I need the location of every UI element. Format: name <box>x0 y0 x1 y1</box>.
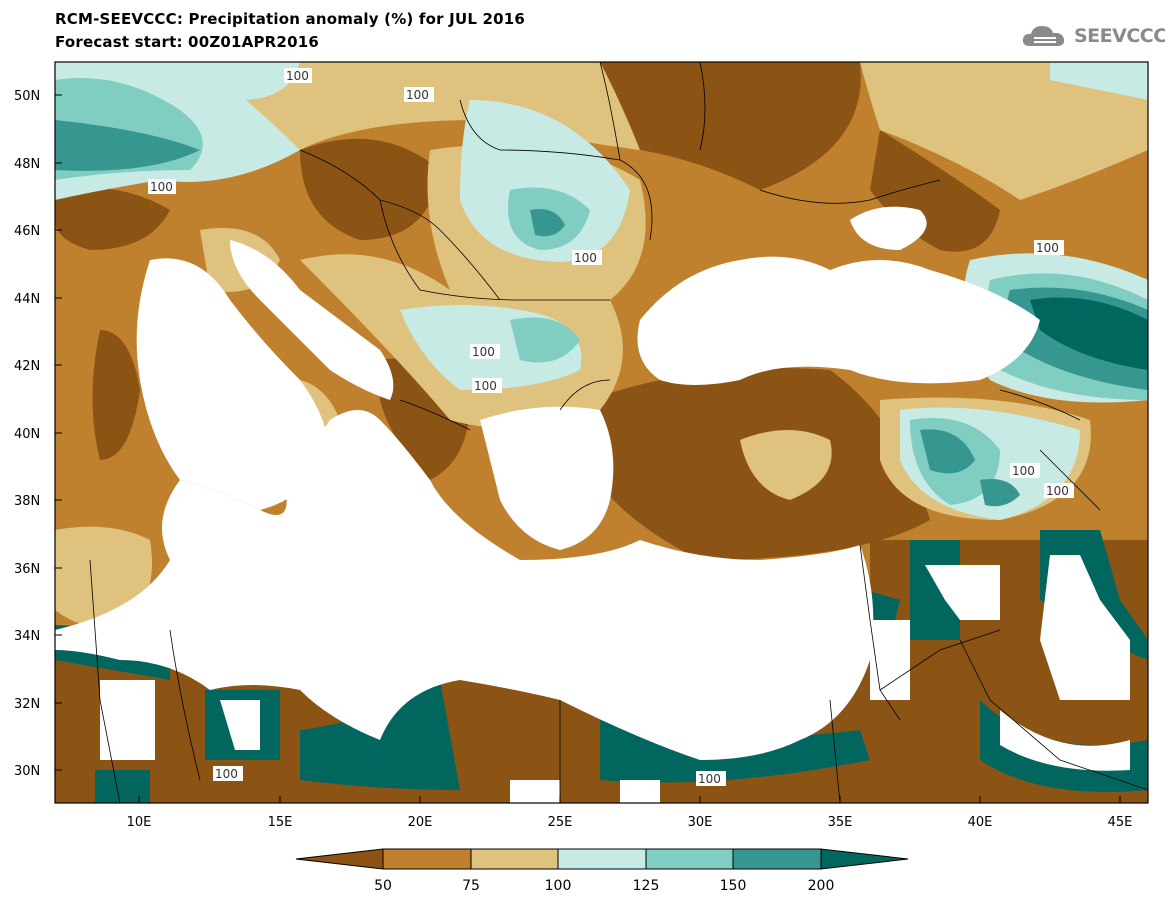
lat-tick-label: 42N <box>14 359 40 374</box>
colorbar-segment <box>382 848 472 870</box>
lon-tick-label: 45E <box>1108 815 1133 830</box>
lon-tick-label: 10E <box>127 815 152 830</box>
lon-tick-label: 20E <box>408 815 433 830</box>
forecast-start-label: Forecast start: 00Z01APR2016 <box>55 33 319 51</box>
contour-labels: 100 100 100 100 100 100 100 100 100 100 … <box>148 68 1074 786</box>
contour-label: 100 <box>1046 484 1069 498</box>
colorbar-label: 75 <box>462 878 480 894</box>
colorbar-label: 100 <box>545 878 572 894</box>
precipitation-field <box>55 62 1148 803</box>
country-borders <box>89 61 1149 804</box>
lat-tick-label: 38N <box>14 494 40 509</box>
lat-tick-label: 50N <box>14 89 40 104</box>
lat-tick-label: 40N <box>14 427 40 442</box>
logo-text: SEEVCCC <box>1074 25 1165 47</box>
seevccc-logo: SEEVCCC <box>1020 22 1165 50</box>
lat-tick-label: 30N <box>14 764 40 779</box>
colorbar-segment <box>470 848 559 870</box>
contour-label: 100 <box>1012 464 1035 478</box>
contour-label: 100 <box>406 88 429 102</box>
lat-tick-label: 36N <box>14 562 40 577</box>
lon-tick-label: 30E <box>688 815 713 830</box>
colorbar-segment <box>557 848 647 870</box>
contour-label: 100 <box>472 345 495 359</box>
lon-tick-label: 15E <box>268 815 293 830</box>
lon-tick-label: 35E <box>828 815 853 830</box>
lat-tick-label: 48N <box>14 157 40 172</box>
contour-label: 100 <box>574 251 597 265</box>
contour-label: 100 <box>286 69 309 83</box>
colorbar-label: 125 <box>633 878 660 894</box>
contour-label: 100 <box>215 767 238 781</box>
colorbar-segment <box>732 848 822 870</box>
colorbar-label: 150 <box>720 878 747 894</box>
colorbar-label: 200 <box>808 878 835 894</box>
map-title: RCM-SEEVCCC: Precipitation anomaly (%) f… <box>55 10 526 28</box>
lat-tick-label: 44N <box>14 292 40 307</box>
colorbar-label: 50 <box>374 878 392 894</box>
lat-tick-label: 46N <box>14 224 40 239</box>
colorbar-segment <box>820 848 909 870</box>
lat-tick-label: 34N <box>14 629 40 644</box>
contour-label: 100 <box>698 772 721 786</box>
colorbar-segment <box>295 848 384 870</box>
colorbar-legend: 50 75 100 125 150 200 <box>295 848 909 894</box>
lon-tick-label: 25E <box>548 815 573 830</box>
longitude-axis: 10E 15E 20E 25E 30E 35E 40E 45E <box>127 796 1133 830</box>
contour-label: 100 <box>474 379 497 393</box>
latitude-axis: 50N 48N 46N 44N 42N 40N 38N 36N 34N 32N … <box>14 89 62 779</box>
contour-label: 100 <box>1036 241 1059 255</box>
sea-mask <box>55 206 1040 760</box>
contour-label: 100 <box>150 180 173 194</box>
lat-tick-label: 32N <box>14 697 40 712</box>
cloud-icon <box>1022 26 1065 46</box>
colorbar-segment <box>645 848 734 870</box>
lon-tick-label: 40E <box>968 815 993 830</box>
